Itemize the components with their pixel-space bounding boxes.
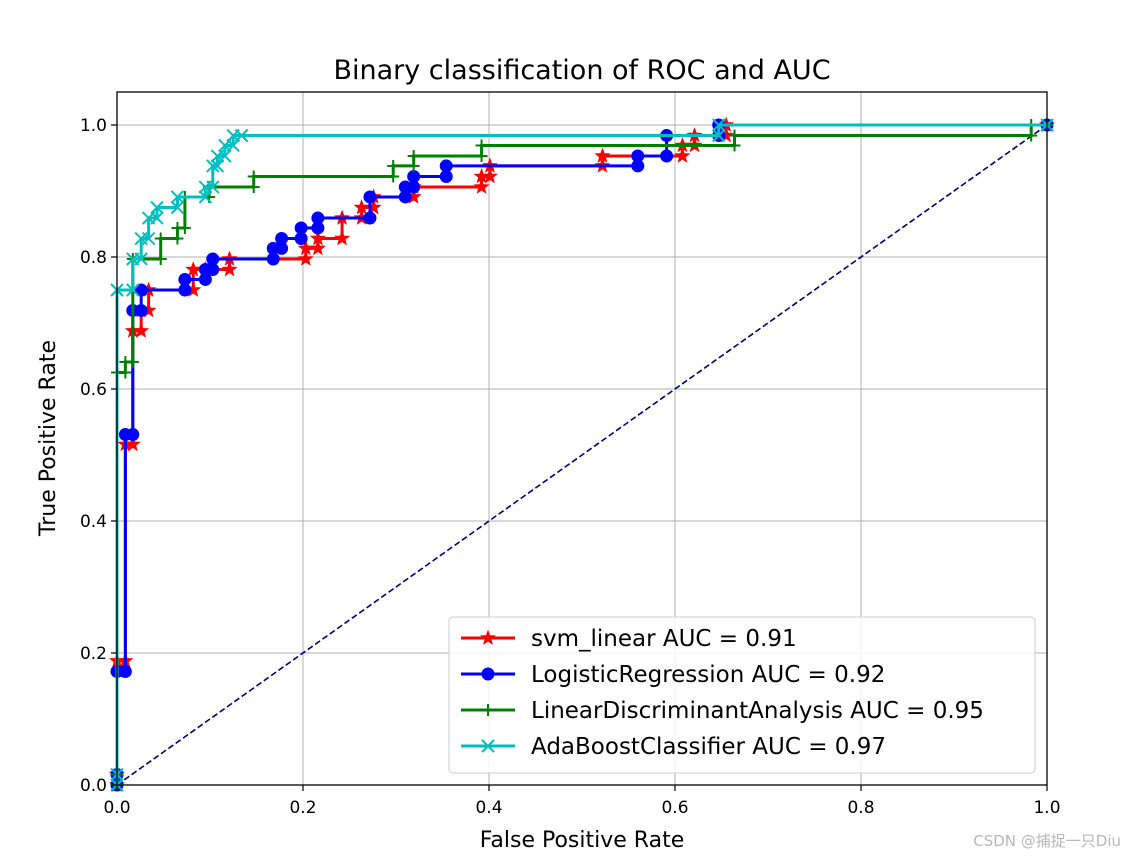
data-point	[387, 159, 400, 172]
data-point	[481, 168, 498, 184]
y-tick-label: 0.2	[80, 644, 107, 664]
legend-swatch-marker	[482, 704, 494, 716]
x-axis-label: False Positive Rate	[480, 828, 684, 853]
data-point	[294, 221, 308, 235]
y-tick-label: 0.8	[80, 248, 107, 268]
series-3	[110, 118, 1054, 792]
data-point	[407, 150, 420, 163]
plot-frame	[116, 91, 1048, 786]
data-point	[334, 230, 351, 246]
data-point	[150, 200, 164, 215]
data-point	[206, 159, 220, 173]
x-tick-label: 1.0	[1033, 798, 1060, 818]
data-point	[154, 232, 167, 245]
data-point	[712, 128, 726, 143]
x-tick-label: 0.0	[103, 798, 130, 818]
data-point	[439, 159, 453, 173]
x-tick-label: 0.4	[475, 798, 502, 818]
series-group	[108, 116, 1056, 792]
data-point	[363, 211, 377, 225]
data-point	[297, 250, 314, 266]
data-point	[407, 169, 421, 183]
legend-label: AdaBoostClassifier AUC = 0.97	[531, 734, 886, 760]
data-point	[178, 272, 192, 286]
data-point	[728, 129, 741, 142]
data-point	[475, 139, 488, 152]
data-point	[247, 170, 260, 183]
legend-swatch-marker	[481, 739, 495, 753]
data-point	[150, 211, 164, 225]
data-point	[206, 252, 220, 266]
data-point	[674, 147, 691, 163]
x-tick-label: 0.6	[661, 798, 688, 818]
data-point	[275, 232, 289, 246]
data-point	[363, 190, 377, 204]
data-point	[309, 230, 326, 246]
data-point	[210, 159, 225, 173]
data-point	[118, 664, 132, 678]
data-point	[170, 200, 185, 215]
data-point	[126, 283, 140, 297]
x-tick-label: 0.2	[289, 798, 316, 818]
data-point	[206, 180, 220, 194]
reference-diagonal-line	[116, 124, 1048, 786]
data-point	[119, 366, 132, 379]
legend-label: LogisticRegression AUC = 0.92	[531, 662, 885, 688]
data-point	[134, 283, 148, 297]
y-tick-label: 0.4	[80, 512, 107, 532]
data-point	[124, 436, 141, 452]
legend-label: LinearDiscriminantAnalysis AUC = 0.95	[531, 698, 984, 724]
data-point	[660, 149, 674, 163]
chart-title: Binary classification of ROC and AUC	[333, 55, 830, 86]
data-point	[134, 303, 148, 317]
y-axis-label: True Positive Rate	[36, 340, 61, 537]
data-point	[475, 150, 488, 163]
data-point	[712, 118, 726, 132]
data-point	[141, 231, 156, 246]
data-point	[309, 239, 326, 256]
data-point	[126, 355, 139, 368]
y-tick-label: 0.0	[80, 776, 107, 796]
data-point	[473, 178, 490, 194]
data-point	[134, 252, 148, 266]
data-point	[594, 147, 611, 163]
data-point	[226, 138, 240, 153]
reference-diagonal	[116, 124, 1048, 786]
data-point	[387, 170, 400, 183]
data-point	[198, 190, 213, 204]
legend-entry: AdaBoostClassifier AUC = 0.97	[461, 734, 886, 760]
legend-swatch-marker	[481, 667, 495, 681]
data-point	[154, 252, 167, 265]
legend-entry: LogisticRegression AUC = 0.92	[461, 662, 885, 688]
data-point	[631, 149, 645, 163]
y-tick-label: 0.6	[80, 380, 107, 400]
data-point	[133, 322, 150, 338]
legend-label: svm_linear AUC = 0.91	[531, 626, 797, 652]
axis-ticks: 0.0 0.2 0.4 0.6 0.8 1.0 0.0 0.2 0.4 0.6 0.8 1.0	[80, 116, 1061, 818]
legend-entry: svm_linear AUC = 0.91	[461, 626, 797, 652]
legend-box	[448, 616, 1036, 774]
data-point	[221, 261, 238, 277]
data-point	[126, 428, 140, 442]
data-point	[171, 232, 184, 245]
watermark-text: CSDN @捕捉一只Diu	[973, 832, 1121, 850]
data-point	[311, 211, 325, 225]
data-point	[178, 221, 191, 234]
legend-swatch-marker	[479, 629, 497, 645]
x-tick-label: 0.8	[847, 798, 874, 818]
data-point	[170, 190, 185, 204]
data-point	[218, 149, 232, 163]
data-point	[1025, 129, 1038, 142]
y-tick-label: 1.0	[80, 116, 107, 136]
data-point	[234, 128, 249, 143]
legend-entry: LinearDiscriminantAnalysis AUC = 0.95	[461, 698, 984, 724]
data-point	[247, 181, 260, 194]
legend: svm_linear AUC = 0.91 LogisticRegression …	[448, 616, 1036, 774]
